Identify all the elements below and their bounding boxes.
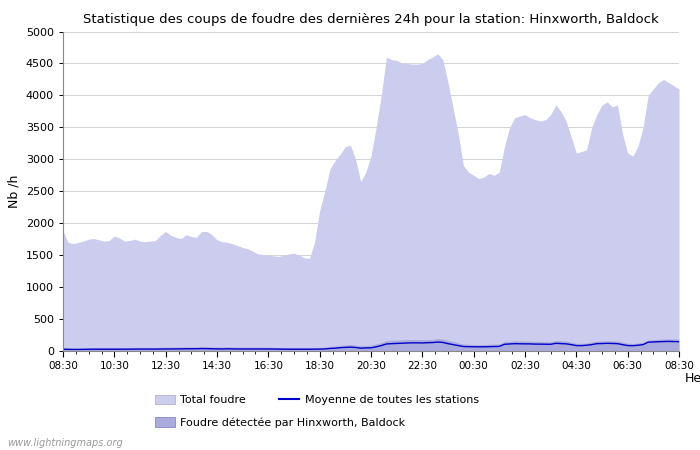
Y-axis label: Nb /h: Nb /h [7, 175, 20, 208]
Legend: Foudre détectée par Hinxworth, Baldock: Foudre détectée par Hinxworth, Baldock [155, 417, 405, 428]
Text: www.lightningmaps.org: www.lightningmaps.org [7, 438, 122, 448]
Title: Statistique des coups de foudre des dernières 24h pour la station: Hinxworth, Ba: Statistique des coups de foudre des dern… [83, 13, 659, 26]
Text: Heure: Heure [685, 372, 700, 385]
